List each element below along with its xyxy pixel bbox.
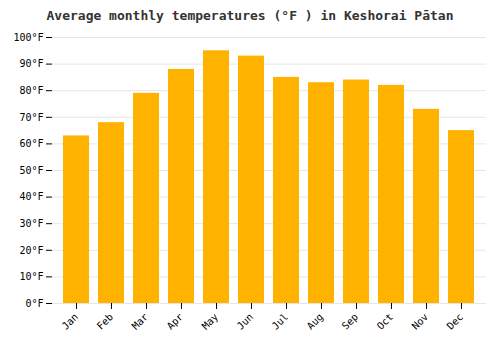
svg-text:90°F: 90°F: [19, 58, 43, 69]
svg-text:Oct: Oct: [375, 311, 396, 332]
svg-text:Jun: Jun: [235, 311, 256, 332]
svg-text:Feb: Feb: [95, 311, 116, 332]
svg-text:70°F: 70°F: [19, 112, 43, 123]
svg-text:Mar: Mar: [130, 311, 151, 332]
svg-text:Sep: Sep: [340, 311, 361, 332]
svg-text:Apr: Apr: [165, 311, 186, 332]
svg-text:80°F: 80°F: [19, 85, 43, 96]
svg-text:Aug: Aug: [305, 311, 326, 332]
svg-text:50°F: 50°F: [19, 165, 43, 176]
svg-text:Jul: Jul: [270, 311, 291, 332]
svg-text:0°F: 0°F: [25, 298, 43, 309]
svg-text:May: May: [200, 311, 221, 332]
svg-text:60°F: 60°F: [19, 138, 43, 149]
svg-text:Dec: Dec: [445, 311, 466, 332]
svg-text:Jan: Jan: [60, 311, 81, 332]
svg-text:10°F: 10°F: [19, 271, 43, 282]
svg-text:Nov: Nov: [410, 311, 431, 332]
svg-text:100°F: 100°F: [13, 32, 43, 43]
svg-text:30°F: 30°F: [19, 218, 43, 229]
svg-text:20°F: 20°F: [19, 245, 43, 256]
svg-text:40°F: 40°F: [19, 191, 43, 202]
html-text:Average monthly temperatures (: Average monthly temperatures (°F ) in Ke…: [46, 8, 454, 23]
